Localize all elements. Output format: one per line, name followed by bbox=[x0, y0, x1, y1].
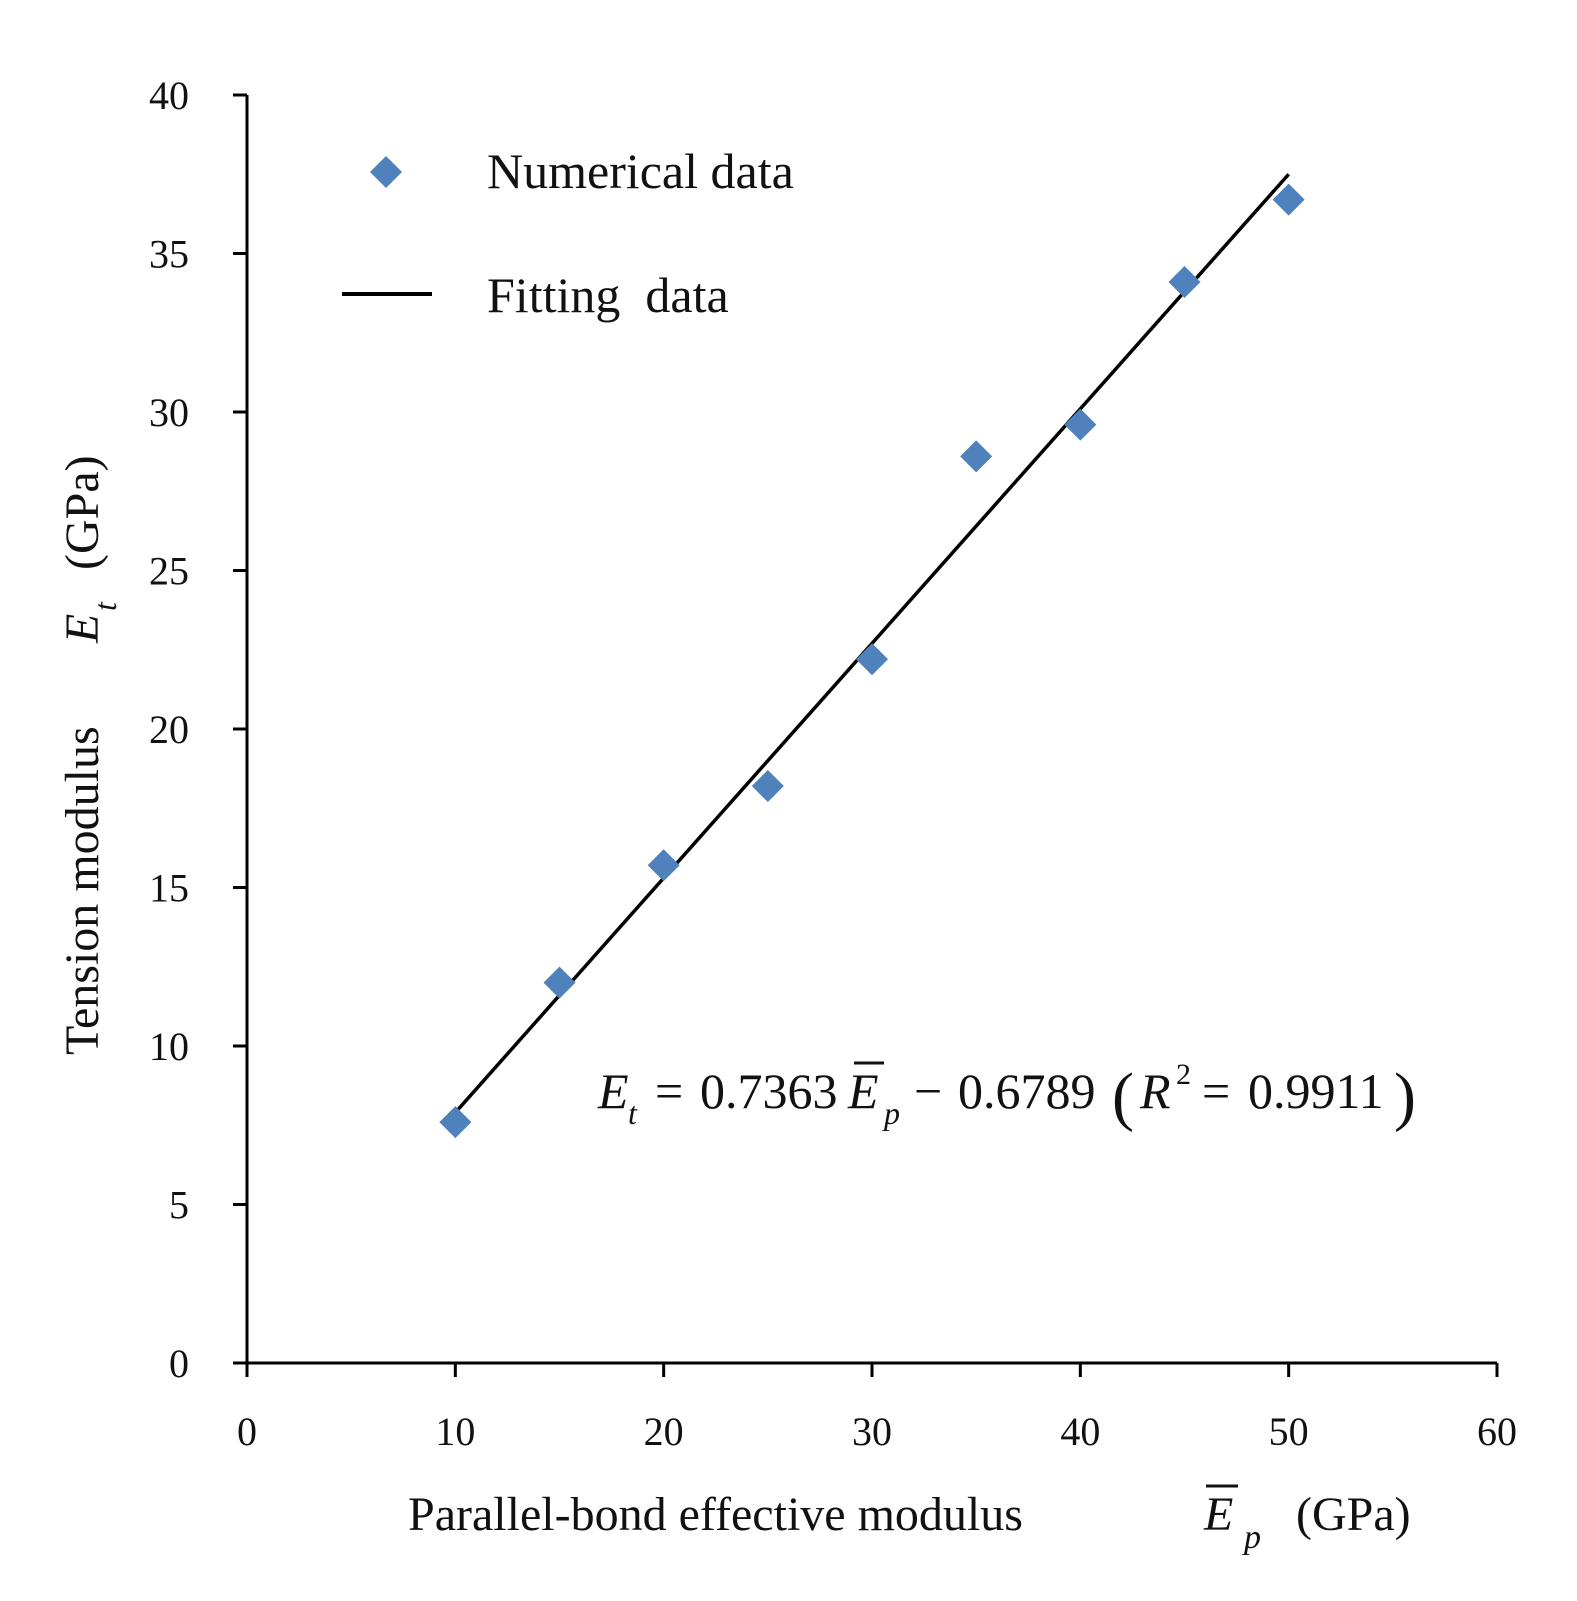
x-tick-label: 20 bbox=[644, 1409, 684, 1454]
legend-marker-diamond bbox=[370, 156, 402, 188]
equation-var-symbol: E bbox=[847, 1063, 879, 1119]
y-tick-label: 25 bbox=[149, 549, 189, 594]
x-tick-label: 50 bbox=[1269, 1409, 1309, 1454]
data-point bbox=[439, 1106, 472, 1139]
x-tick-label: 10 bbox=[435, 1409, 475, 1454]
legend-label-numerical: Numerical data bbox=[487, 143, 794, 199]
legend-label-fitting: Fitting data bbox=[487, 267, 729, 323]
x-axis-symbol: E bbox=[1203, 1488, 1233, 1541]
equation-var-subscript: p bbox=[882, 1095, 900, 1131]
y-ticks: 0 5 10 15 20 25 30 35 40 bbox=[149, 73, 247, 1386]
data-point bbox=[856, 643, 888, 676]
y-tick-label: 35 bbox=[149, 232, 189, 277]
y-axis-title: Tension modulus E t (GPa) bbox=[56, 455, 123, 1055]
equation-minus: − bbox=[914, 1063, 942, 1119]
y-axis-title-text: Tension modulus bbox=[56, 726, 109, 1055]
equation-open-paren: ( bbox=[1112, 1060, 1134, 1133]
y-tick-label: 5 bbox=[169, 1183, 189, 1228]
x-tick-label: 60 bbox=[1477, 1409, 1517, 1454]
x-tick-label: 40 bbox=[1060, 1409, 1100, 1454]
y-axis-unit: (GPa) bbox=[56, 455, 109, 570]
data-point bbox=[751, 770, 784, 803]
equation-lhs-subscript: t bbox=[628, 1095, 638, 1131]
data-point bbox=[960, 440, 993, 473]
y-axis-symbol: E bbox=[56, 614, 109, 644]
data-point bbox=[543, 966, 576, 999]
equation-equals: = bbox=[655, 1063, 683, 1119]
y-tick-label: 15 bbox=[149, 866, 189, 911]
equation-r-value: 0.9911 bbox=[1248, 1063, 1384, 1119]
axes bbox=[245, 95, 1497, 1365]
equation-coefficient: 0.7363 bbox=[700, 1063, 838, 1119]
y-tick-label: 40 bbox=[149, 73, 189, 118]
regression-equation: E t = 0.7363 E p − 0.6789 ( R 2 = 0.9911… bbox=[597, 1058, 1416, 1133]
data-point bbox=[1168, 266, 1201, 299]
x-tick-label: 30 bbox=[852, 1409, 892, 1454]
equation-lhs-symbol: E bbox=[597, 1063, 629, 1119]
data-points bbox=[439, 183, 1305, 1139]
equation-r-power: 2 bbox=[1176, 1058, 1191, 1091]
data-point bbox=[647, 849, 680, 882]
equation-r-equals: = bbox=[1202, 1063, 1230, 1119]
data-point bbox=[1064, 408, 1097, 441]
x-tick-label: 0 bbox=[237, 1409, 257, 1454]
data-point bbox=[1272, 183, 1305, 216]
y-tick-label: 10 bbox=[149, 1024, 189, 1069]
x-axis-symbol-subscript: p bbox=[1242, 1519, 1261, 1556]
y-axis-symbol-subscript: t bbox=[87, 601, 123, 611]
equation-close-paren: ) bbox=[1394, 1060, 1416, 1133]
legend: Numerical data Fitting data bbox=[342, 143, 794, 323]
y-tick-label: 0 bbox=[169, 1341, 189, 1386]
equation-r-symbol: R bbox=[1139, 1063, 1171, 1119]
y-tick-label: 30 bbox=[149, 390, 189, 435]
equation-intercept: 0.6789 bbox=[958, 1063, 1096, 1119]
x-axis-title: Parallel-bond effective modulus E p (GPa… bbox=[408, 1484, 1411, 1556]
x-ticks: 0 10 20 30 40 50 60 bbox=[237, 1363, 1517, 1454]
y-tick-label: 20 bbox=[149, 707, 189, 752]
x-axis-title-text: Parallel-bond effective modulus bbox=[408, 1488, 1023, 1541]
x-axis-unit: (GPa) bbox=[1296, 1488, 1411, 1541]
